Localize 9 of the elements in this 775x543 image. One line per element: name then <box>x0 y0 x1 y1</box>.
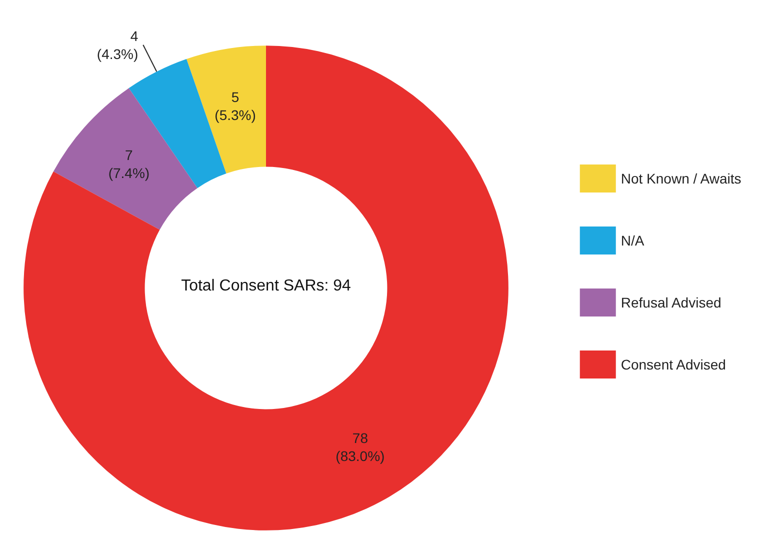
legend-label: Refusal Advised <box>620 294 722 310</box>
legend-label: Consent Advised <box>620 356 726 372</box>
legend-label: N/A <box>620 232 645 248</box>
legend-label: Not Known / Awaits <box>620 170 742 186</box>
data-label: 7 (7.4%) <box>108 147 150 182</box>
text: Total Consent SARs: 94 <box>181 278 352 294</box>
data-label: 4 (4.3%) <box>96 28 138 62</box>
data-label: 78 (83.0%) <box>336 430 385 464</box>
data-label: 5 (5.3%) <box>214 88 256 123</box>
